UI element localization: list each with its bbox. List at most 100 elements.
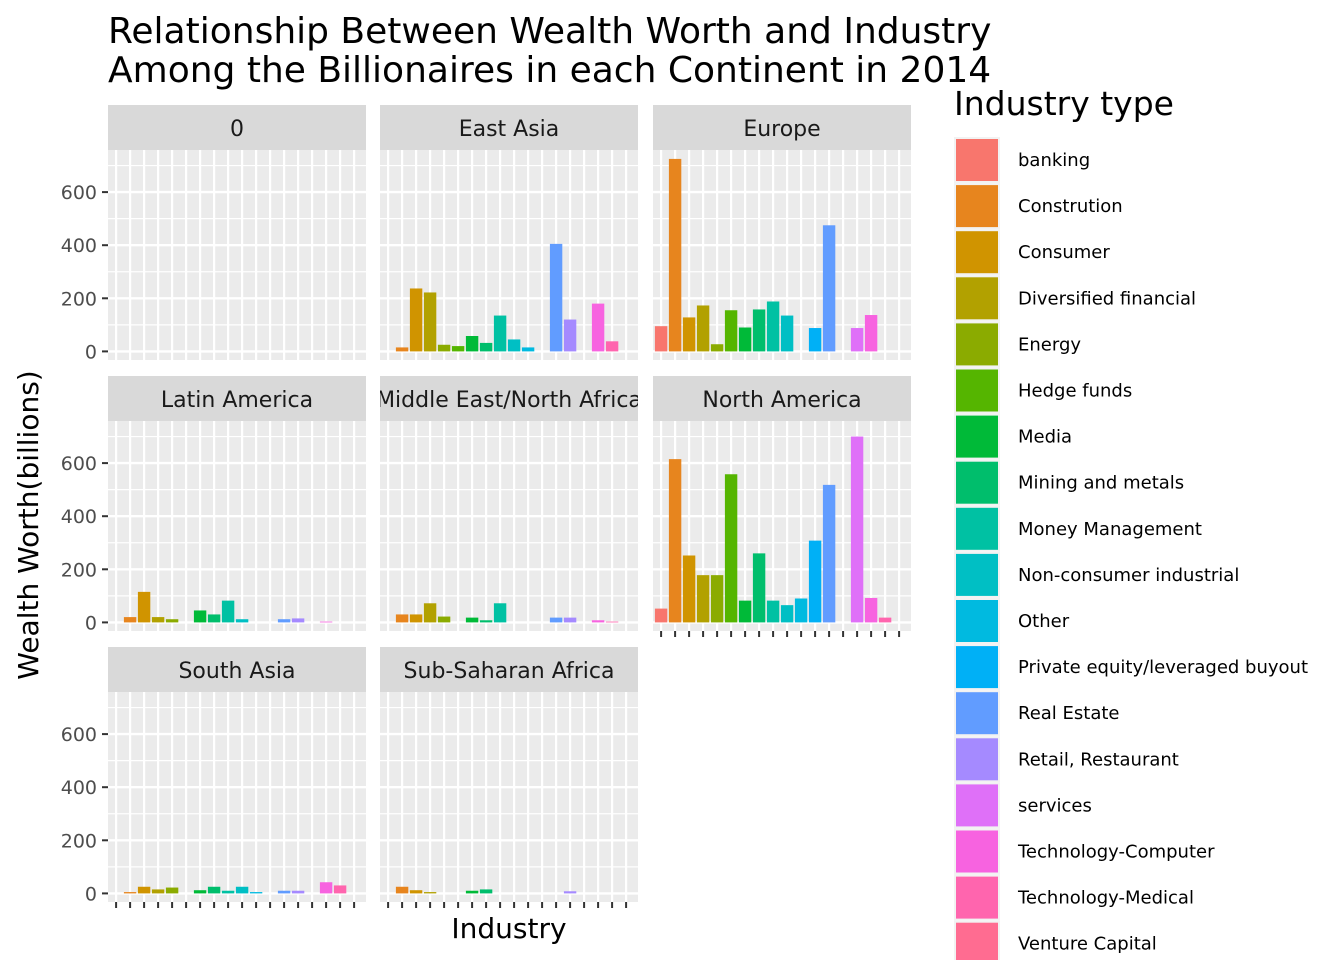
bar-east-asia-energy [437,344,451,352]
bar-north-america-technology-computer [864,597,878,623]
legend-item-energy: Energy [954,321,1081,368]
bar-south-asia-other [249,892,263,894]
y-tick-label: 0 [85,612,97,634]
facet-strip-label: Europe [743,117,820,142]
x-axis-title: Industry [451,912,566,945]
legend-swatch [956,646,998,689]
bar-south-asia-technology-computer [319,882,333,894]
bar-north-america-private-equity-leveraged-buyout [808,540,822,623]
bar-latin-america-retail-restaurant [291,618,305,623]
bar-sub-saharan-africa-constrution [395,886,409,894]
legend-swatch [956,139,998,181]
y-tick-label: 600 [61,182,97,204]
facet-strip-label: Latin America [161,388,313,413]
legend-swatch [956,415,998,458]
bar-east-asia-real-estate [549,243,563,352]
bar-latin-america-energy [165,619,179,623]
facet-strip-label: East Asia [459,117,560,142]
legend-item-technology-medical: Technology-Medical [954,874,1194,921]
bar-east-asia-technology-medical [605,341,619,352]
legend-swatch [956,600,998,642]
facet-panel-east-asia: East Asia [380,105,638,360]
facet-strip [108,376,366,421]
legend-label: Non-consumer industrial [1018,565,1239,586]
bar-europe-technology-computer [864,315,878,352]
bar-south-asia-mining-and-metals [207,886,221,894]
bar-middle-east-north-africa-constrution [395,614,409,623]
facet-strip [380,105,638,150]
facet-strip [380,647,638,692]
bar-europe-constrution [668,158,682,352]
bar-south-asia-constrution [123,892,137,894]
panel-background [380,421,638,631]
legend-title: Industry type [954,84,1174,123]
y-tick-label: 0 [85,341,97,363]
bar-latin-america-money-management [221,600,235,623]
bar-middle-east-north-africa-technology-computer [591,620,605,623]
chart-title-line-2: Among the Billionaires in each Continent… [108,50,991,91]
chart-title-line-1: Relationship Between Wealth Worth and In… [108,11,991,52]
legend-item-media: Media [954,413,1072,460]
bar-east-asia-consumer [409,288,423,352]
legend-item-money-management: Money Management [954,505,1202,552]
bar-europe-media [738,327,752,352]
bar-europe-private-equity-leveraged-buyout [808,328,822,352]
bar-latin-america-non-consumer-industrial [235,619,249,623]
bar-middle-east-north-africa-energy [437,616,451,623]
facet-panel-south-asia: South Asia 0 200 400 600 [61,647,366,908]
facet-strip [380,376,638,421]
legend-label: Technology-Medical [1017,888,1194,909]
bar-north-america-other [794,598,808,623]
legend-label: Energy [1018,334,1081,355]
bar-north-america-services [850,436,864,623]
legend: banking Constrution Consumer Diversified fi… [954,137,1308,960]
panel-background [108,692,366,902]
facet-strip [108,105,366,150]
legend-item-banking: banking [954,137,1090,183]
bar-south-asia-retail-restaurant [291,890,305,894]
y-tick-label: 200 [61,559,97,581]
legend-swatch [956,277,998,320]
bar-east-asia-retail-restaurant [563,319,577,352]
bar-east-asia-hedge-funds [451,346,465,352]
bar-middle-east-north-africa-diversified-financial [423,603,437,623]
bar-middle-east-north-africa-consumer [409,614,423,623]
legend-label: services [1018,795,1092,816]
legend-label: Real Estate [1018,703,1120,724]
legend-swatch [956,231,998,274]
y-tick-label: 0 [85,883,97,905]
legend-item-private-equity-leveraged-buyout: Private equity/leveraged buyout [954,644,1308,691]
bar-north-america-energy [710,575,724,623]
facet-strip-label: South Asia [178,659,295,684]
bar-south-asia-money-management [221,890,235,894]
bar-south-asia-diversified-financial [151,889,165,894]
panel-background [108,150,366,360]
bar-south-asia-consumer [137,886,151,894]
panel-background [380,692,638,902]
legend-swatch [956,323,998,366]
bar-europe-mining-and-metals [752,309,766,352]
facet-panels: 0 0 200 400 600 East Asia Europe Latin America 0… [61,105,911,908]
bar-east-asia-media [465,336,479,352]
bar-north-america-constrution [668,459,682,623]
bar-east-asia-technology-computer [591,303,605,352]
bar-europe-diversified-financial [696,305,710,352]
y-tick-label: 600 [61,453,97,475]
bar-sub-saharan-africa-media [465,890,479,894]
legend-item-diversified-financial: Diversified financial [954,275,1196,322]
legend-item-mining-and-metals: Mining and metals [954,459,1184,506]
facet-strip-label: 0 [230,117,244,142]
y-tick-label: 200 [61,830,97,852]
legend-swatch [956,553,998,596]
bar-latin-america-technology-computer [319,621,333,623]
bar-latin-america-media [193,610,207,623]
bar-north-america-technology-medical [878,617,892,623]
legend-swatch [956,830,998,873]
legend-label: Mining and metals [1018,473,1184,494]
bar-middle-east-north-africa-technology-medical [605,621,619,623]
bar-south-asia-energy [165,887,179,894]
legend-swatch [956,185,998,228]
bar-north-america-hedge-funds [724,474,738,623]
facet-strip [653,105,911,150]
facet-panel-0: 0 0 200 400 600 [61,105,366,363]
